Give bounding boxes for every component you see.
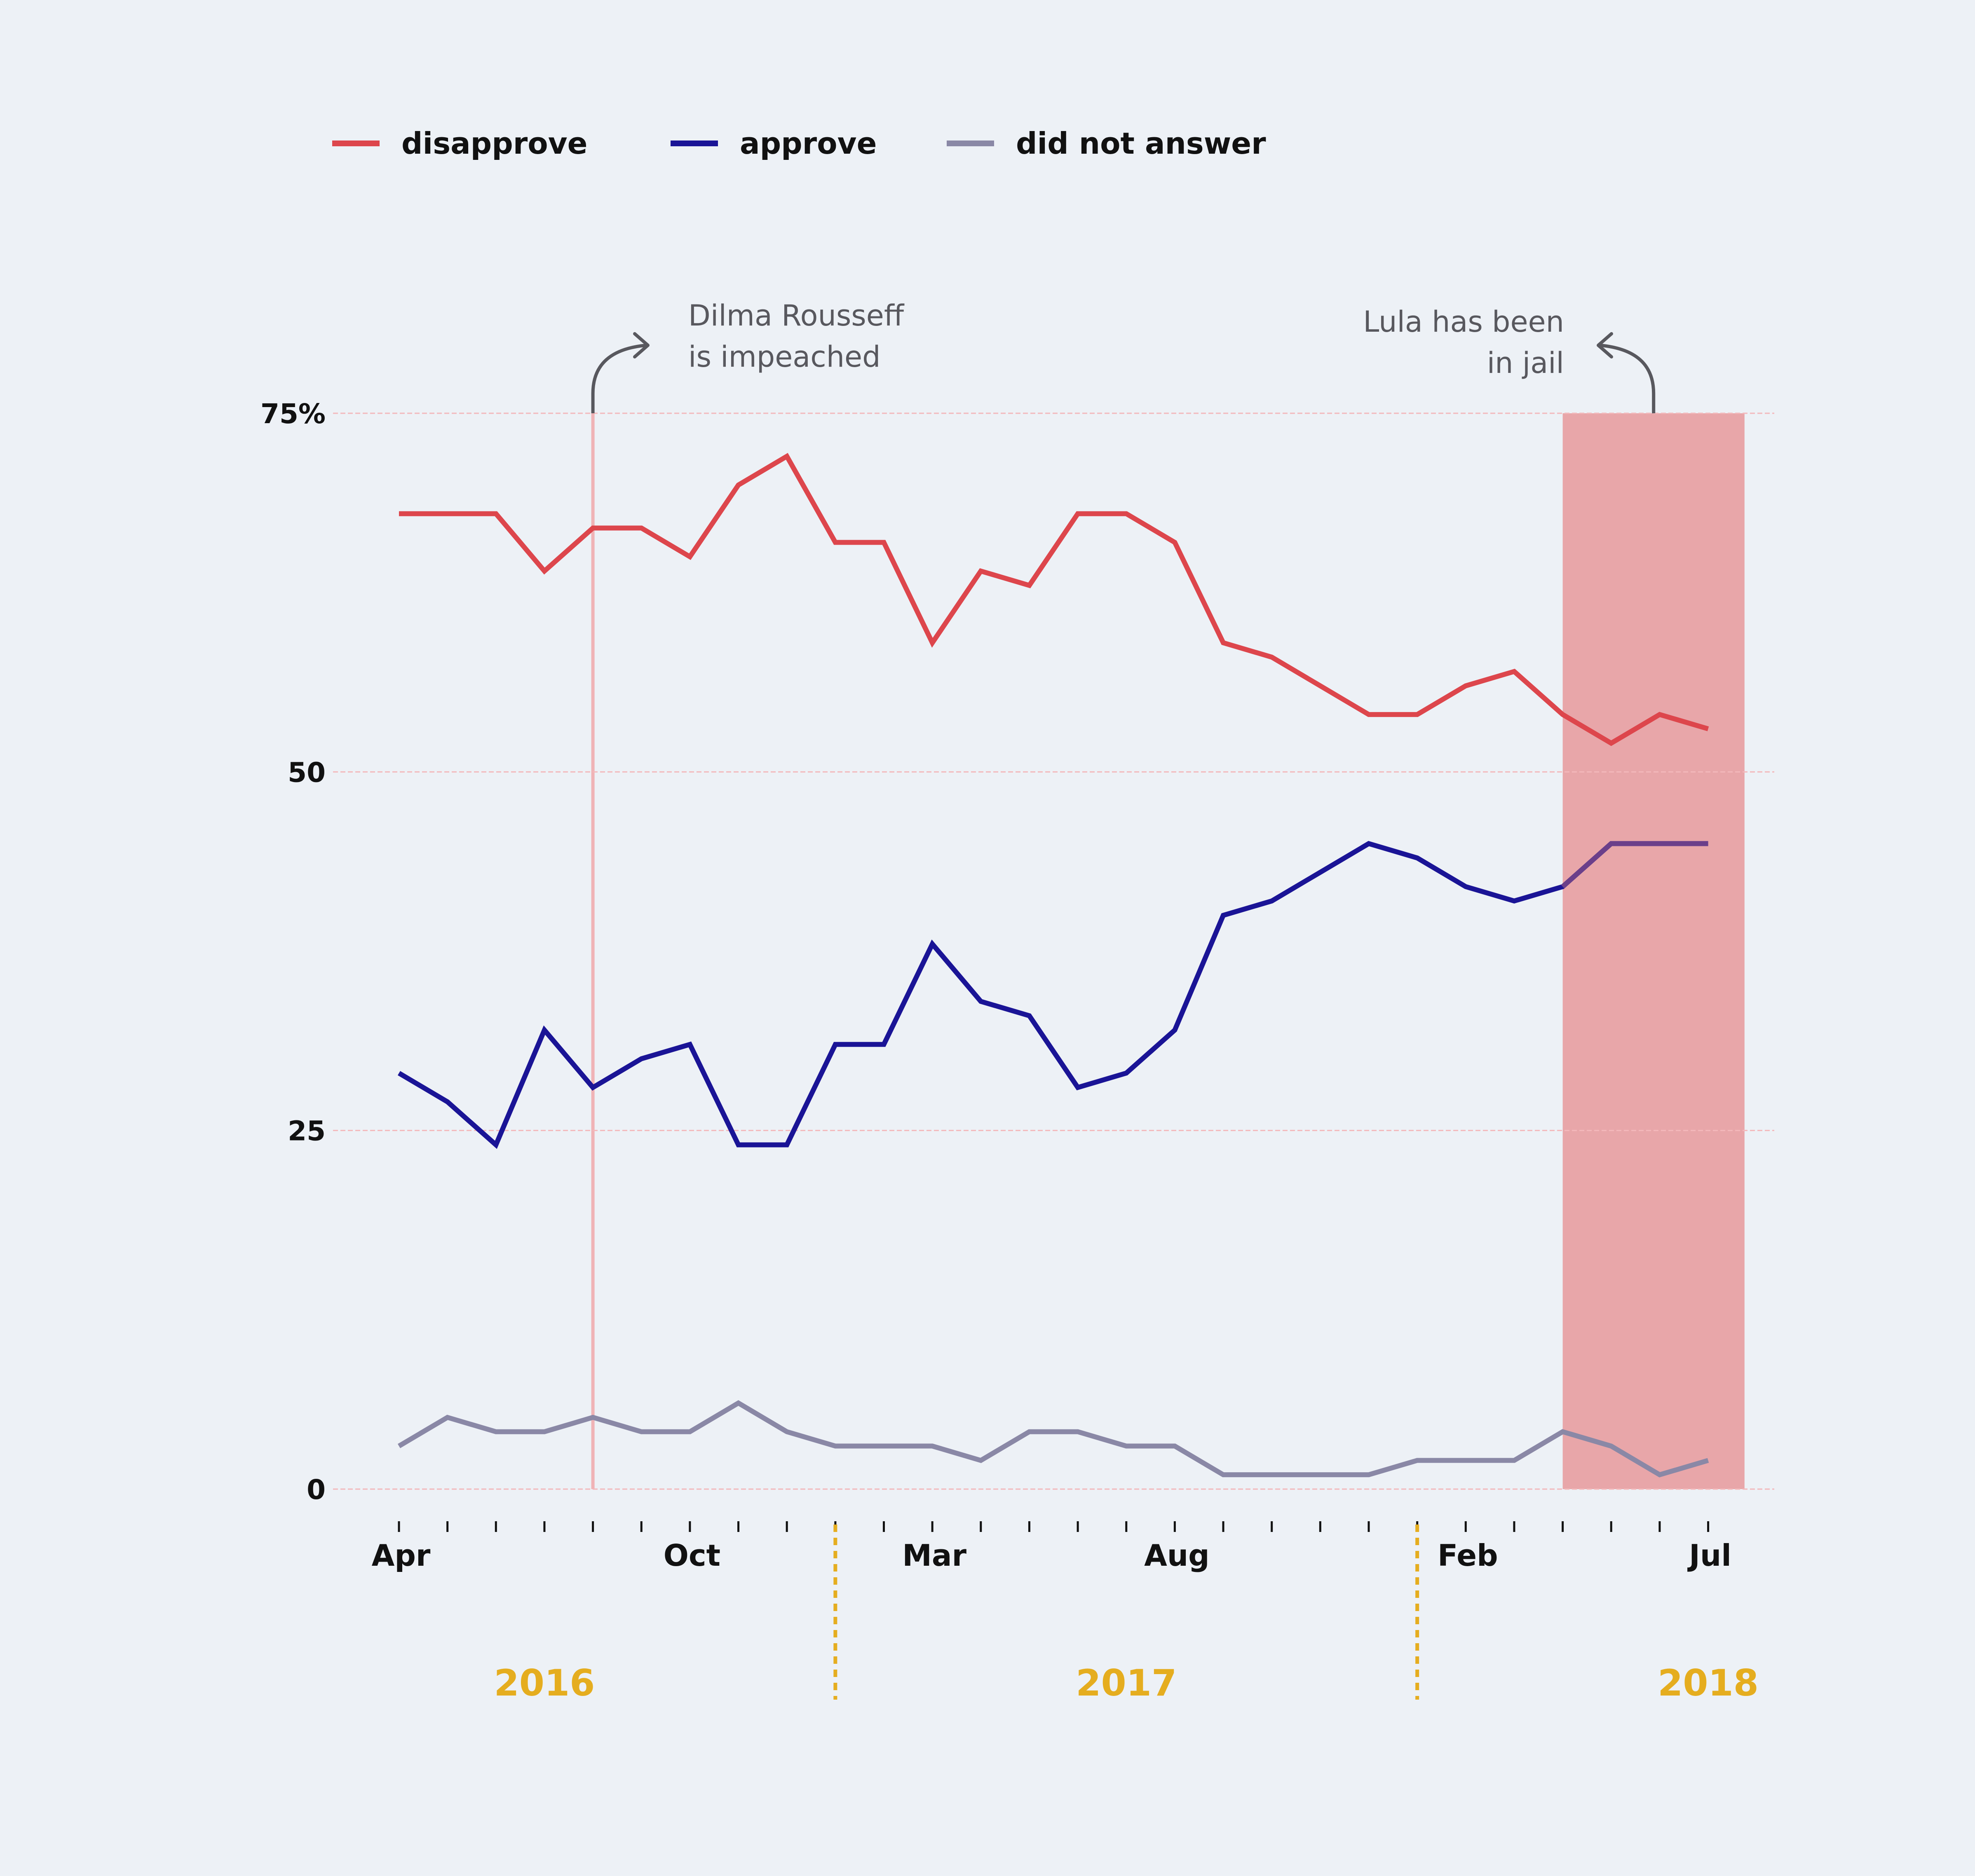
x-tick-label: Feb bbox=[1438, 1538, 1498, 1573]
legend-label-disapprove: disapprove bbox=[401, 126, 587, 161]
series-line-did_not_answer bbox=[397, 1400, 1709, 1478]
grid-layer bbox=[333, 412, 1774, 1490]
y-tick-label: 25 bbox=[288, 1115, 326, 1147]
x-tick-label: Jul bbox=[1687, 1538, 1731, 1573]
jail-arrowhead bbox=[1597, 332, 1613, 358]
jail-arrow bbox=[1600, 344, 1656, 413]
series-line-disapprove bbox=[399, 453, 1709, 746]
x-tick-label: Apr bbox=[372, 1538, 431, 1573]
x-tick-label: Oct bbox=[664, 1538, 720, 1573]
impeachment-annotation-text: is impeached bbox=[688, 340, 881, 374]
y-tick-label: 0 bbox=[307, 1474, 326, 1506]
x-tick-label: Mar bbox=[902, 1538, 966, 1573]
jail-annotation-text: Lula has been bbox=[1363, 305, 1564, 339]
legend: disapprove approve did not answer bbox=[332, 126, 1266, 161]
impeachment-annotation-text: Dilma Rousseff bbox=[688, 299, 905, 333]
series-line-approve bbox=[397, 841, 1708, 1149]
impeachment-arrow bbox=[591, 344, 647, 413]
year-label: 2017 bbox=[1076, 1662, 1177, 1704]
legend-label-did_not_answer: did not answer bbox=[1016, 126, 1266, 161]
highlight-layer bbox=[591, 413, 1745, 1489]
y-tick-label: 50 bbox=[288, 756, 326, 788]
y-tick-label: 75% bbox=[260, 398, 326, 430]
series-layer bbox=[397, 453, 1709, 1478]
impeachment-arrowhead bbox=[633, 332, 650, 358]
x-tick-label: Aug bbox=[1144, 1538, 1210, 1573]
series-line-approve-in-band bbox=[1561, 841, 1708, 889]
jail-period-band bbox=[1562, 413, 1745, 1489]
year-label: 2016 bbox=[494, 1662, 595, 1704]
annotation-layer: Dilma Rousseff is impeached Lula has been i… bbox=[591, 299, 1656, 413]
year-label: 2018 bbox=[1658, 1662, 1759, 1704]
legend-label-approve: approve bbox=[740, 126, 877, 161]
axis-layer: 0 25 50 75% Apr Oct Mar Aug Feb Jul 2016 2017 2018 bbox=[260, 398, 1759, 1704]
jail-annotation-text: in jail bbox=[1487, 346, 1564, 380]
